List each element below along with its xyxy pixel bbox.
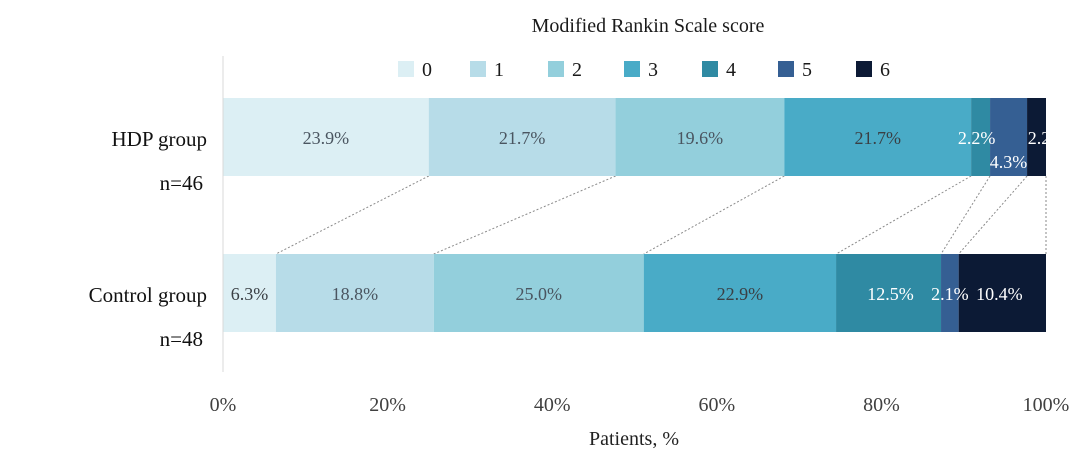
category-labels: HDP group n=46 Control group n=48: [89, 127, 207, 351]
data-label: 19.6%: [677, 128, 724, 148]
connector-line: [643, 175, 785, 255]
legend-swatch-6: [856, 61, 872, 77]
legend-swatch-3: [624, 61, 640, 77]
legend: 0 1 2 3 4 5 6: [398, 59, 890, 81]
data-label: 18.8%: [332, 284, 379, 304]
legend-swatch-4: [702, 61, 718, 77]
connector-line: [275, 175, 429, 255]
data-label: 6.3%: [231, 284, 269, 304]
category-sublabel: n=48: [160, 327, 203, 351]
bar-segment-hdp-2: [615, 98, 785, 176]
data-label: 2.2%: [958, 128, 996, 148]
data-label: 4.3%: [990, 152, 1028, 172]
bar-segment-control-4: [836, 254, 942, 332]
bar-segment-hdp-1: [428, 98, 616, 176]
data-label: 21.7%: [854, 128, 901, 148]
legend-swatch-2: [548, 61, 564, 77]
legend-swatch-0: [398, 61, 414, 77]
connector-line: [940, 175, 991, 255]
legend-label-6: 6: [880, 59, 890, 81]
data-label: 21.7%: [499, 128, 546, 148]
bar-segment-hdp-5: [990, 98, 1028, 176]
bar-segment-hdp-4: [971, 98, 991, 176]
legend-label-0: 0: [422, 59, 432, 81]
connector-line: [958, 175, 1028, 255]
x-tick-label: 0%: [210, 394, 237, 416]
x-tick-label: 60%: [698, 394, 735, 416]
bar-segment-control-0: [223, 254, 276, 332]
x-axis: 0% 20% 40% 60% 80% 100%: [210, 56, 1070, 416]
bar-segment-control-6: [958, 254, 1046, 332]
chart-title: Modified Rankin Scale score: [532, 15, 765, 37]
bars: 23.9% 21.7% 19.6% 21.7% 2.2%4.3%2.2%6.3% 18.8…: [223, 98, 1065, 332]
connector-line: [433, 175, 616, 255]
data-label: 10.4%: [976, 284, 1023, 304]
legend-label-1: 1: [494, 59, 504, 81]
bar-segment-control-2: [433, 254, 644, 332]
bar-segment-control-5: [941, 254, 959, 332]
x-tick-label: 80%: [863, 394, 900, 416]
category-label: HDP group: [112, 127, 207, 151]
data-label: 23.9%: [303, 128, 350, 148]
data-label: 2.2%: [1028, 128, 1066, 148]
x-tick-label: 100%: [1023, 394, 1070, 416]
legend-label-2: 2: [572, 59, 582, 81]
legend-swatch-1: [470, 61, 486, 77]
category-label: Control group: [89, 283, 207, 307]
data-label: 2.1%: [931, 284, 969, 304]
bar-segment-hdp-3: [784, 98, 972, 176]
data-label: 22.9%: [717, 284, 764, 304]
bar-segment-hdp-6: [1027, 98, 1046, 176]
x-tick-label: 40%: [534, 394, 571, 416]
legend-swatch-5: [778, 61, 794, 77]
data-label: 25.0%: [516, 284, 563, 304]
x-tick-label: 20%: [369, 394, 406, 416]
bar-segment-control-3: [643, 254, 837, 332]
legend-label-5: 5: [802, 59, 812, 81]
data-label: 12.5%: [867, 284, 914, 304]
x-axis-title: Patients, %: [589, 428, 679, 450]
connector-line: [835, 175, 972, 255]
bar-segment-control-1: [275, 254, 434, 332]
category-sublabel: n=46: [160, 171, 203, 195]
legend-label-4: 4: [726, 59, 736, 81]
legend-label-3: 3: [648, 59, 658, 81]
bar-segment-hdp-0: [223, 98, 429, 176]
connector-lines: [275, 175, 1047, 255]
